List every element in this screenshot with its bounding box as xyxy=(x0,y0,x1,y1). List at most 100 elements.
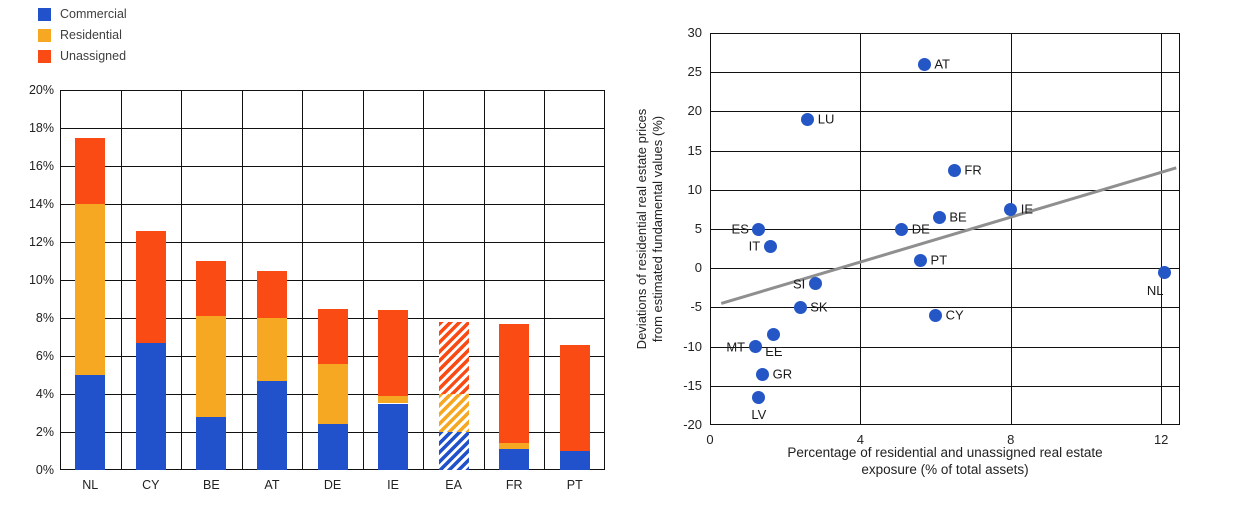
bar-segment-residential xyxy=(438,394,469,432)
bar-x-category-label: BE xyxy=(203,478,220,492)
scatter-point-label-be: BE xyxy=(949,209,967,225)
scatter-y-tick-label: -5 xyxy=(690,299,702,315)
bar-y-tick-label: 12% xyxy=(28,235,54,249)
scatter-point-cy xyxy=(929,308,943,322)
bar-segment-commercial xyxy=(499,449,530,470)
bar-vgridline xyxy=(120,90,122,470)
bar-y-tick-label: 8% xyxy=(35,311,54,325)
scatter-point-label-pt: PT xyxy=(930,252,948,268)
legend-swatch-icon xyxy=(38,50,51,63)
bar-x-category-label: CY xyxy=(142,478,160,492)
bar-segment-residential xyxy=(378,395,409,404)
scatter-point-ie xyxy=(1004,202,1018,216)
scatter-hgridline xyxy=(710,72,1180,74)
bar-segment-residential xyxy=(499,443,530,450)
bar-y-tick-label: 0% xyxy=(35,463,54,477)
legend-swatch-icon xyxy=(38,8,51,21)
scatter-y-tick-label: -10 xyxy=(683,338,702,354)
x-axis-title-line2: exposure (% of total assets) xyxy=(861,462,1029,477)
bar-x-category-label: FR xyxy=(505,478,523,492)
bar-y-tick-label: 14% xyxy=(28,197,54,211)
bar-hgridline xyxy=(60,242,605,243)
scatter-point-lv xyxy=(752,391,766,405)
scatter-y-tick-label: 20 xyxy=(687,103,702,119)
bar-segment-unassigned xyxy=(75,137,106,204)
scatter-point-label-lu: LU xyxy=(817,111,835,127)
scatter-point-label-sk: SK xyxy=(810,299,828,315)
bar-chart-legend: Commercial Residential Unassigned xyxy=(38,8,127,71)
bar-y-tick-label: 10% xyxy=(28,273,54,287)
scatter-point-label-es: ES xyxy=(731,221,749,237)
bar-y-tick-label: 18% xyxy=(28,121,54,135)
scatter-y-tick-label: -20 xyxy=(683,417,702,432)
scatter-hgridline xyxy=(710,307,1180,309)
scatter-point-nl xyxy=(1158,265,1172,279)
bar-segment-unassigned xyxy=(135,230,166,343)
bar-x-category-label: PT xyxy=(566,478,583,492)
scatter-point-label-nl: NL xyxy=(1146,283,1164,299)
scatter-point-label-gr: GR xyxy=(772,366,793,382)
legend-label: Residential xyxy=(60,28,122,42)
bar-segment-commercial xyxy=(75,375,106,470)
scatter-hgridline xyxy=(710,346,1180,348)
scatter-point-label-ee: EE xyxy=(765,343,783,359)
bar-hgridline xyxy=(60,128,605,129)
scatter-point-label-si: SI xyxy=(792,276,806,292)
scatter-point-label-fr: FR xyxy=(964,162,982,178)
scatter-hgridline xyxy=(710,189,1180,191)
bar-vgridline xyxy=(181,90,183,470)
scatter-hgridline xyxy=(710,268,1180,270)
bar-segment-residential xyxy=(317,363,348,425)
bar-x-category-label: AT xyxy=(264,478,280,492)
scatter-point-fr xyxy=(947,163,961,177)
scatter-point-label-it: IT xyxy=(748,238,761,254)
legend-item-residential: Residential xyxy=(38,29,127,42)
scatter-y-tick-label: -15 xyxy=(683,377,702,393)
scatter-y-tick-label: 10 xyxy=(687,181,702,197)
bar-segment-residential xyxy=(75,204,106,375)
bar-vgridline xyxy=(423,90,425,470)
scatter-vgridline xyxy=(1161,33,1163,425)
scatter-vgridline xyxy=(1010,33,1012,425)
scatter-point-sk xyxy=(793,300,807,314)
bar-y-tick-label: 6% xyxy=(35,349,54,363)
scatter-x-tick-label: 0 xyxy=(706,432,714,447)
bar-segment-unassigned xyxy=(559,344,590,451)
scatter-point-pt xyxy=(914,253,928,267)
scatter-hgridline xyxy=(710,150,1180,152)
bar-segment-unassigned xyxy=(499,323,530,444)
scatter-y-tick-label: 25 xyxy=(687,64,702,80)
scatter-x-tick-label: 4 xyxy=(856,432,864,447)
bar-x-category-label: NL xyxy=(82,478,99,492)
scatter-point-label-lv: LV xyxy=(751,406,767,422)
scatter-point-si xyxy=(808,277,822,291)
bar-y-tick-label: 2% xyxy=(35,425,54,439)
scatter-point-es xyxy=(752,222,766,236)
bar-vgridline xyxy=(483,90,485,470)
scatter-point-label-mt: MT xyxy=(726,339,746,355)
bar-segment-unassigned xyxy=(196,261,227,317)
legend-item-commercial: Commercial xyxy=(38,8,127,21)
bar-segment-commercial xyxy=(438,432,469,470)
scatter-point-it xyxy=(763,239,777,253)
bar-vgridline xyxy=(362,90,364,470)
scatter-point-de xyxy=(895,222,909,236)
bar-x-category-label: EA xyxy=(445,478,462,492)
bar-x-category-label: DE xyxy=(323,478,342,492)
scatter-point-ee xyxy=(767,328,781,342)
scatter-hgridline xyxy=(710,229,1180,230)
scatter-x-tick-label: 12 xyxy=(1153,432,1169,447)
bar-segment-unassigned xyxy=(378,310,409,396)
bar-y-tick-label: 16% xyxy=(28,159,54,173)
bar-segment-commercial xyxy=(256,380,287,470)
scatter-point-label-cy: CY xyxy=(945,307,964,323)
scatter-point-lu xyxy=(801,112,815,126)
bar-vgridline xyxy=(241,90,243,470)
x-axis-title-line1: Percentage of residential and unassigned… xyxy=(787,445,1103,460)
scatter-point-mt xyxy=(748,340,762,354)
bar-segment-residential xyxy=(256,318,287,381)
bar-x-category-label: IE xyxy=(387,478,399,492)
